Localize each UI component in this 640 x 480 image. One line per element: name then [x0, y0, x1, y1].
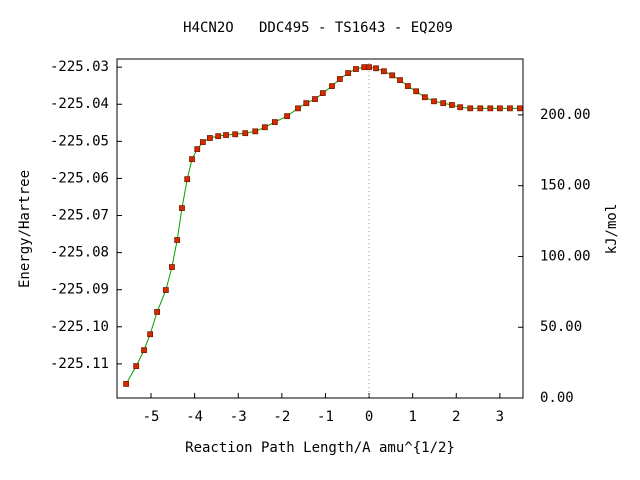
data-point — [507, 105, 513, 112]
x-tick-label: -1 — [317, 409, 334, 425]
y2-tick-label: 150.00 — [540, 178, 591, 194]
y2-tick-label: 0.00 — [540, 390, 574, 406]
data-point — [252, 128, 259, 135]
data-point — [380, 68, 387, 75]
data-point — [467, 105, 474, 112]
y2-tick-label: 50.00 — [540, 319, 582, 335]
data-point — [284, 113, 290, 120]
data-point — [361, 64, 368, 71]
data-point — [242, 130, 249, 137]
data-point — [194, 146, 201, 153]
data-point — [215, 133, 222, 140]
data-point — [154, 309, 161, 315]
data-point — [223, 132, 229, 138]
data-point — [295, 105, 301, 112]
data-point — [457, 104, 464, 111]
data-point — [366, 64, 372, 71]
data-point — [200, 139, 206, 145]
data-point — [169, 264, 175, 270]
x-axis-label: Reaction Path Length/A amu^{1/2} — [185, 440, 455, 456]
data-point — [123, 381, 130, 387]
y-tick-label: -225.04 — [50, 96, 109, 112]
data-point — [303, 100, 310, 107]
y-tick-label: -225.03 — [50, 59, 109, 75]
x-tick-label: -2 — [273, 409, 290, 425]
data-point — [440, 100, 447, 107]
y2-tick-label: 200.00 — [540, 107, 591, 123]
data-point — [449, 102, 455, 108]
data-point — [189, 156, 195, 163]
data-point — [329, 83, 335, 89]
data-point — [487, 105, 494, 112]
data-point — [373, 65, 379, 72]
y-tick-label: -225.09 — [50, 282, 109, 298]
data-point — [517, 105, 523, 112]
data-point — [162, 287, 169, 293]
x-tick-label: 0 — [365, 409, 373, 425]
data-point — [261, 124, 268, 131]
data-point — [353, 66, 359, 72]
data-point — [206, 135, 213, 141]
energy-line — [125, 66, 520, 385]
data-point — [431, 98, 437, 105]
data-point — [404, 83, 411, 89]
plot-frame — [116, 58, 524, 399]
x-tick-label: -4 — [186, 409, 203, 425]
data-point — [312, 96, 318, 102]
data-point — [184, 176, 191, 183]
data-point — [271, 119, 278, 125]
y-axis-label: Energy/Hartree — [17, 170, 33, 288]
data-point — [496, 105, 503, 112]
y2-axis-label: kJ/mol — [604, 204, 620, 255]
y-tick-label: -225.06 — [50, 170, 109, 186]
x-tick-label: -5 — [143, 409, 160, 425]
x-tick-label: 3 — [496, 409, 504, 425]
data-point — [336, 76, 343, 82]
data-point — [477, 105, 484, 112]
data-point — [319, 90, 326, 97]
y-tick-label: -225.10 — [50, 319, 109, 335]
data-point — [413, 88, 420, 95]
x-tick-label: 2 — [452, 409, 460, 425]
y2-tick-label: 100.00 — [540, 248, 591, 264]
data-point — [232, 131, 239, 138]
chart-title: H4CN2O DDC495 - TS1643 - EQ209 — [183, 20, 453, 36]
y-tick-label: -225.07 — [50, 208, 109, 224]
data-point — [179, 205, 185, 212]
data-point — [174, 237, 181, 243]
data-point — [397, 77, 403, 84]
y-tick-label: -225.05 — [50, 133, 109, 149]
x-tick-label: 1 — [408, 409, 416, 425]
data-point — [421, 94, 428, 101]
y-tick-label: -225.08 — [50, 245, 109, 261]
data-point — [147, 331, 154, 338]
data-point — [133, 363, 140, 370]
data-point — [345, 70, 352, 76]
data-point — [141, 347, 147, 354]
y-tick-label: -225.11 — [50, 356, 109, 372]
x-tick-label: -3 — [230, 409, 247, 425]
data-point — [389, 72, 396, 79]
